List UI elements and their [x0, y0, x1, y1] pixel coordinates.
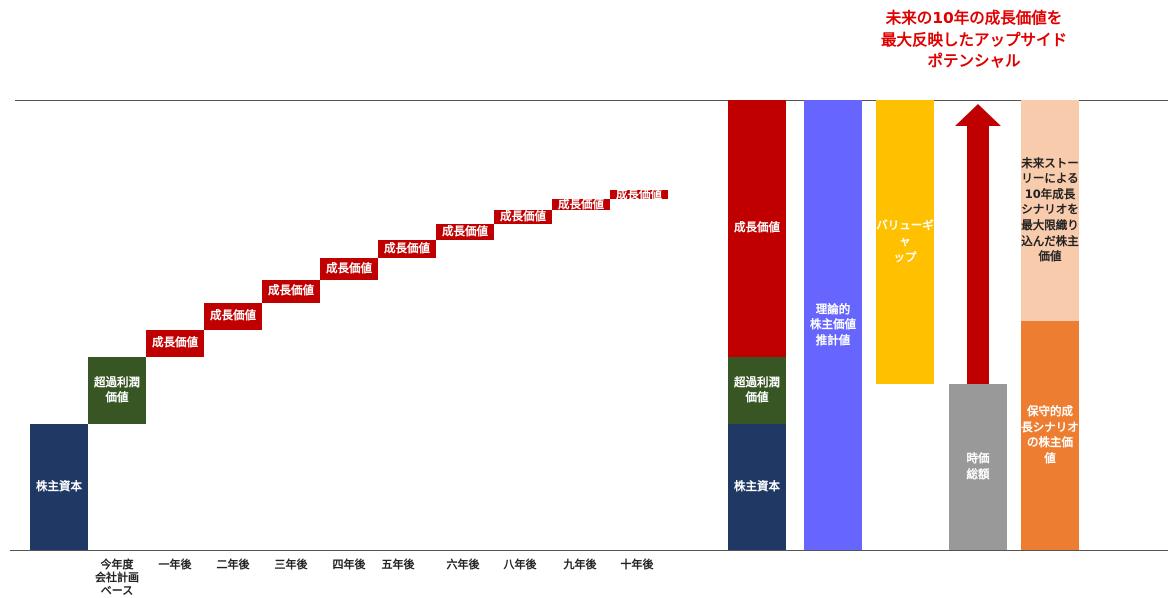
waterfall-step: 成長価値 — [204, 302, 262, 330]
top-reference-line — [15, 100, 1168, 101]
x-tick-label: 五年後 — [381, 558, 415, 571]
waterfall-step: 成長価値 — [436, 223, 494, 240]
comparison-bar-segment — [876, 384, 934, 551]
x-tick-label: 一年後 — [158, 558, 192, 571]
waterfall-step: 成長価値 — [262, 280, 320, 303]
waterfall-step: 成長価値 — [146, 329, 204, 357]
upside-potential-annotation: 未来の10年の成長価値を 最大反映したアップサイド ポテンシャル — [880, 9, 1067, 71]
comparison-bar-segment: 保守的成 長シナリオ の株主価 値 — [1021, 320, 1079, 550]
waterfall-step: 成長価値 — [494, 209, 552, 224]
waterfall-step: 成長価値 — [610, 187, 668, 201]
waterfall-step: 成長価値 — [378, 239, 436, 258]
x-tick-label: 三年後 — [274, 558, 308, 571]
waterfall-step: 成長価値 — [552, 197, 610, 211]
baseline — [10, 550, 1168, 551]
comparison-bar-segment: 未来ストー リーによる 10年成長 シナリオを 最大限織り 込んだ株主 価値 — [1021, 100, 1079, 321]
x-tick-label: 二年後 — [216, 558, 250, 571]
comparison-bar-segment: 株主資本 — [728, 424, 786, 550]
comparison-bar-segment: 理論的 株主価値 推計値 — [804, 100, 862, 550]
x-tick-label: 十年後 — [620, 558, 654, 571]
comparison-bar-segment: 成長価値 — [728, 100, 786, 357]
x-tick-label: 九年後 — [563, 558, 597, 571]
comparison-bar-segment: 時価 総額 — [949, 383, 1007, 550]
upside-arrow-icon — [955, 104, 1001, 384]
x-tick-label: 六年後 — [446, 558, 480, 571]
waterfall-step: 株主資本 — [30, 424, 88, 550]
waterfall-step: 成長価値 — [320, 257, 378, 280]
comparison-bar-segment: 超過利潤 価値 — [728, 356, 786, 424]
x-tick-label: 四年後 — [332, 558, 366, 571]
comparison-bar-segment: バリューギャ ップ — [876, 100, 934, 384]
x-tick-label: 八年後 — [503, 558, 537, 571]
x-tick-label: 今年度 会社計画 ベース — [95, 558, 139, 598]
waterfall-step: 超過利潤 価値 — [88, 356, 146, 424]
